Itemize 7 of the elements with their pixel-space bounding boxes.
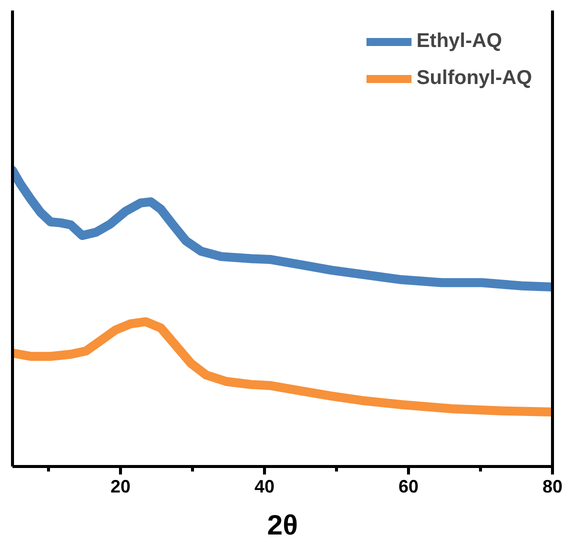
x-tick-label: 60 [398,476,419,496]
legend-label: Sulfonyl-AQ [416,67,532,90]
legend-label: Ethyl-AQ [416,30,502,53]
x-tick-label: 20 [110,476,131,496]
x-axis-title: 2θ [267,510,298,540]
x-tick-label: 40 [254,476,275,496]
x-tick-label: 80 [542,476,563,496]
